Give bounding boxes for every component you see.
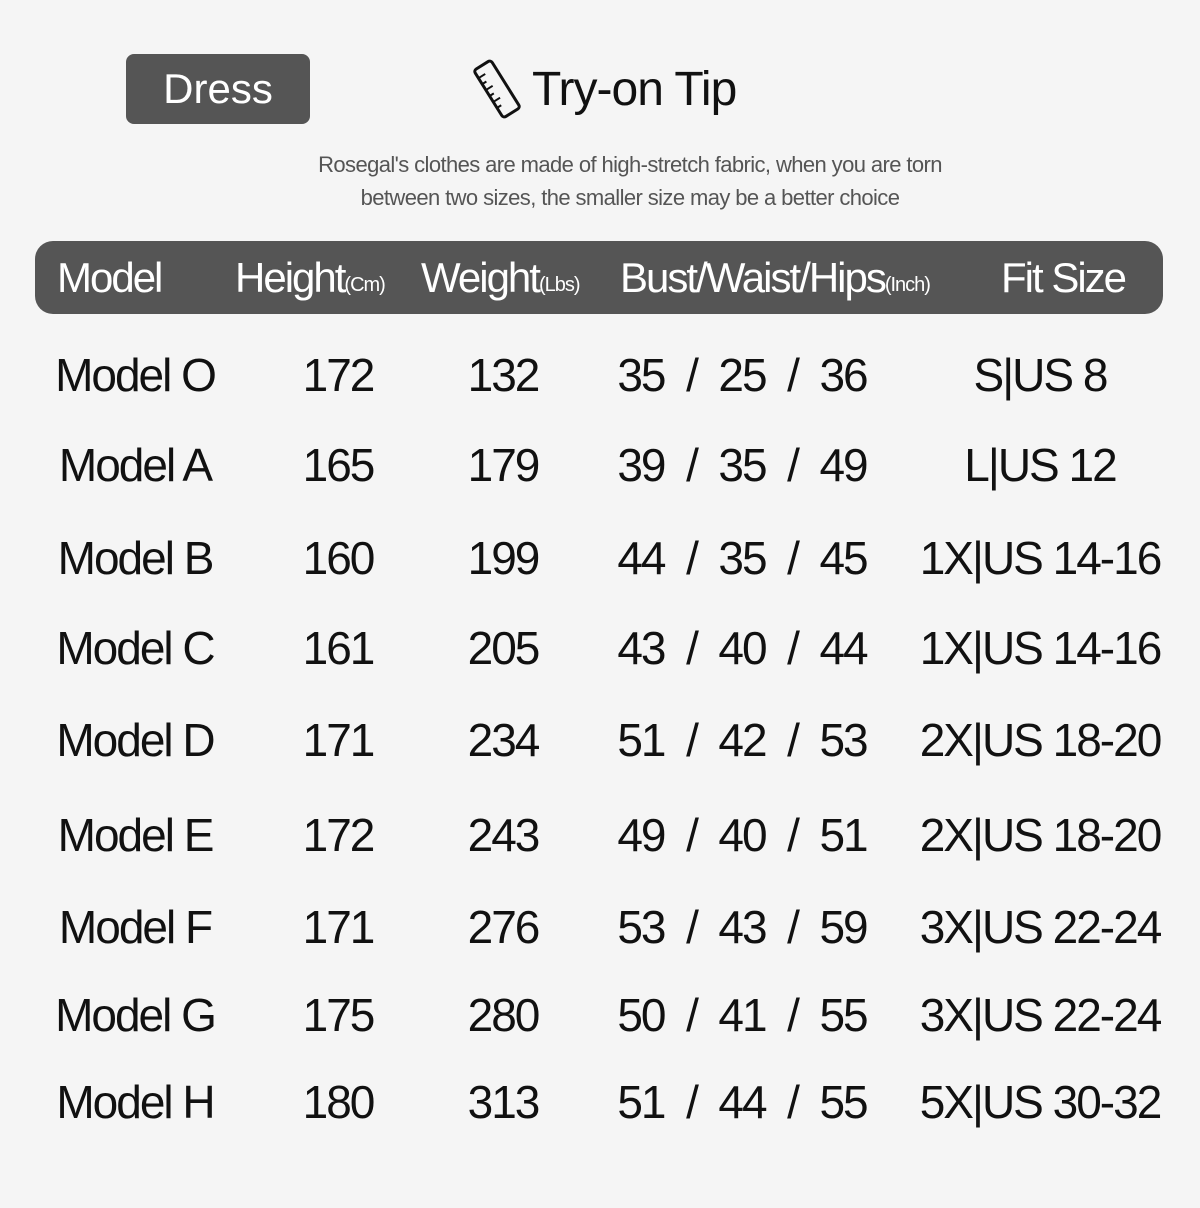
table-row: Model F 171 276 53 / 43 / 59 3X|US 22-24	[0, 900, 1200, 960]
category-badge: Dress	[126, 54, 310, 124]
cell-model: Model B	[57, 532, 215, 584]
cell-height: 161	[302, 622, 376, 674]
cell-weight: 132	[467, 349, 541, 401]
cell-bwh: 35 / 25 / 36	[617, 349, 868, 401]
cell-model: Model O	[55, 349, 217, 401]
column-header: Bust/Waist/Hips (Inch)	[620, 241, 931, 314]
try-on-tip: Try-on Tip	[470, 58, 737, 120]
cell-bwh: 53 / 43 / 59	[617, 901, 868, 953]
cell-model: Model E	[57, 809, 215, 861]
tip-note-line: between two sizes, the smaller size may …	[360, 185, 900, 210]
cell-height: 180	[302, 1076, 376, 1128]
cell-height: 165	[302, 439, 376, 491]
cell-fit: L|US 12	[964, 439, 1117, 491]
cell-bwh: 50 / 41 / 55	[617, 989, 868, 1041]
cell-model: Model A	[58, 439, 213, 491]
table-row: Model B 160 199 44 / 35 / 45 1X|US 14-16	[0, 531, 1200, 591]
cell-bwh: 51 / 44 / 55	[617, 1076, 868, 1128]
cell-fit: 2X|US 18-20	[919, 714, 1163, 766]
tip-note: Rosegal's clothes are made of high-stret…	[0, 148, 1200, 214]
column-header-unit: (Lbs)	[538, 274, 581, 296]
cell-height: 171	[302, 714, 376, 766]
cell-weight: 280	[467, 989, 541, 1041]
column-header-unit: (Inch)	[884, 274, 931, 296]
cell-weight: 243	[467, 809, 541, 861]
cell-model: Model C	[56, 622, 215, 674]
cell-height: 172	[302, 809, 376, 861]
cell-height: 171	[302, 901, 376, 953]
cell-bwh: 49 / 40 / 51	[617, 809, 868, 861]
table-row: Model G 175 280 50 / 41 / 55 3X|US 22-24	[0, 988, 1200, 1048]
cell-height: 160	[302, 532, 376, 584]
cell-model: Model G	[55, 989, 217, 1041]
cell-height: 172	[302, 349, 376, 401]
cell-weight: 234	[467, 714, 541, 766]
cell-model: Model D	[56, 714, 215, 766]
tip-note-line: Rosegal's clothes are made of high-stret…	[318, 152, 942, 177]
cell-model: Model F	[58, 901, 213, 953]
cell-fit: S|US 8	[973, 349, 1109, 401]
cell-bwh: 51 / 42 / 53	[617, 714, 868, 766]
column-header-label: Fit Size	[1001, 253, 1127, 301]
cell-weight: 205	[467, 622, 541, 674]
cell-bwh: 44 / 35 / 45	[617, 532, 868, 584]
ruler-icon	[473, 59, 521, 119]
table-header: Model Height (Cm) Weight (Lbs) Bust/Waist/Hip…	[35, 241, 1163, 314]
column-header: Model	[57, 241, 163, 314]
table-row: Model O 172 132 35 / 25 / 36 S|US 8	[0, 348, 1200, 408]
column-header-label: Weight	[421, 253, 541, 301]
column-header-label: Model	[57, 253, 163, 301]
table-row: Model D 171 234 51 / 42 / 53 2X|US 18-20	[0, 713, 1200, 773]
cell-height: 175	[302, 989, 376, 1041]
cell-fit: 1X|US 14-16	[919, 532, 1163, 584]
tip-title: Try-on Tip	[532, 62, 737, 116]
cell-bwh: 43 / 40 / 44	[617, 622, 868, 674]
cell-weight: 179	[467, 439, 541, 491]
table-row: Model A 165 179 39 / 35 / 49 L|US 12	[0, 438, 1200, 498]
table-row: Model C 161 205 43 / 40 / 44 1X|US 14-16	[0, 621, 1200, 681]
cell-weight: 313	[467, 1076, 541, 1128]
cell-fit: 3X|US 22-24	[919, 989, 1163, 1041]
column-header-label: Height	[235, 253, 346, 301]
column-header: Weight (Lbs)	[421, 241, 581, 314]
column-header-label: Bust/Waist/Hips	[620, 253, 887, 301]
cell-weight: 199	[467, 532, 541, 584]
cell-bwh: 39 / 35 / 49	[617, 439, 868, 491]
cell-model: Model H	[56, 1076, 215, 1128]
cell-fit: 1X|US 14-16	[919, 622, 1163, 674]
cell-fit: 2X|US 18-20	[919, 809, 1163, 861]
cell-fit: 5X|US 30-32	[919, 1076, 1163, 1128]
table-row: Model H 180 313 51 / 44 / 55 5X|US 30-32	[0, 1075, 1200, 1135]
column-header: Height (Cm)	[235, 241, 386, 314]
cell-fit: 3X|US 22-24	[919, 901, 1163, 953]
column-header-unit: (Cm)	[344, 274, 385, 296]
cell-weight: 276	[467, 901, 541, 953]
table-row: Model E 172 243 49 / 40 / 51 2X|US 18-20	[0, 808, 1200, 868]
column-header: Fit Size	[1001, 241, 1127, 314]
